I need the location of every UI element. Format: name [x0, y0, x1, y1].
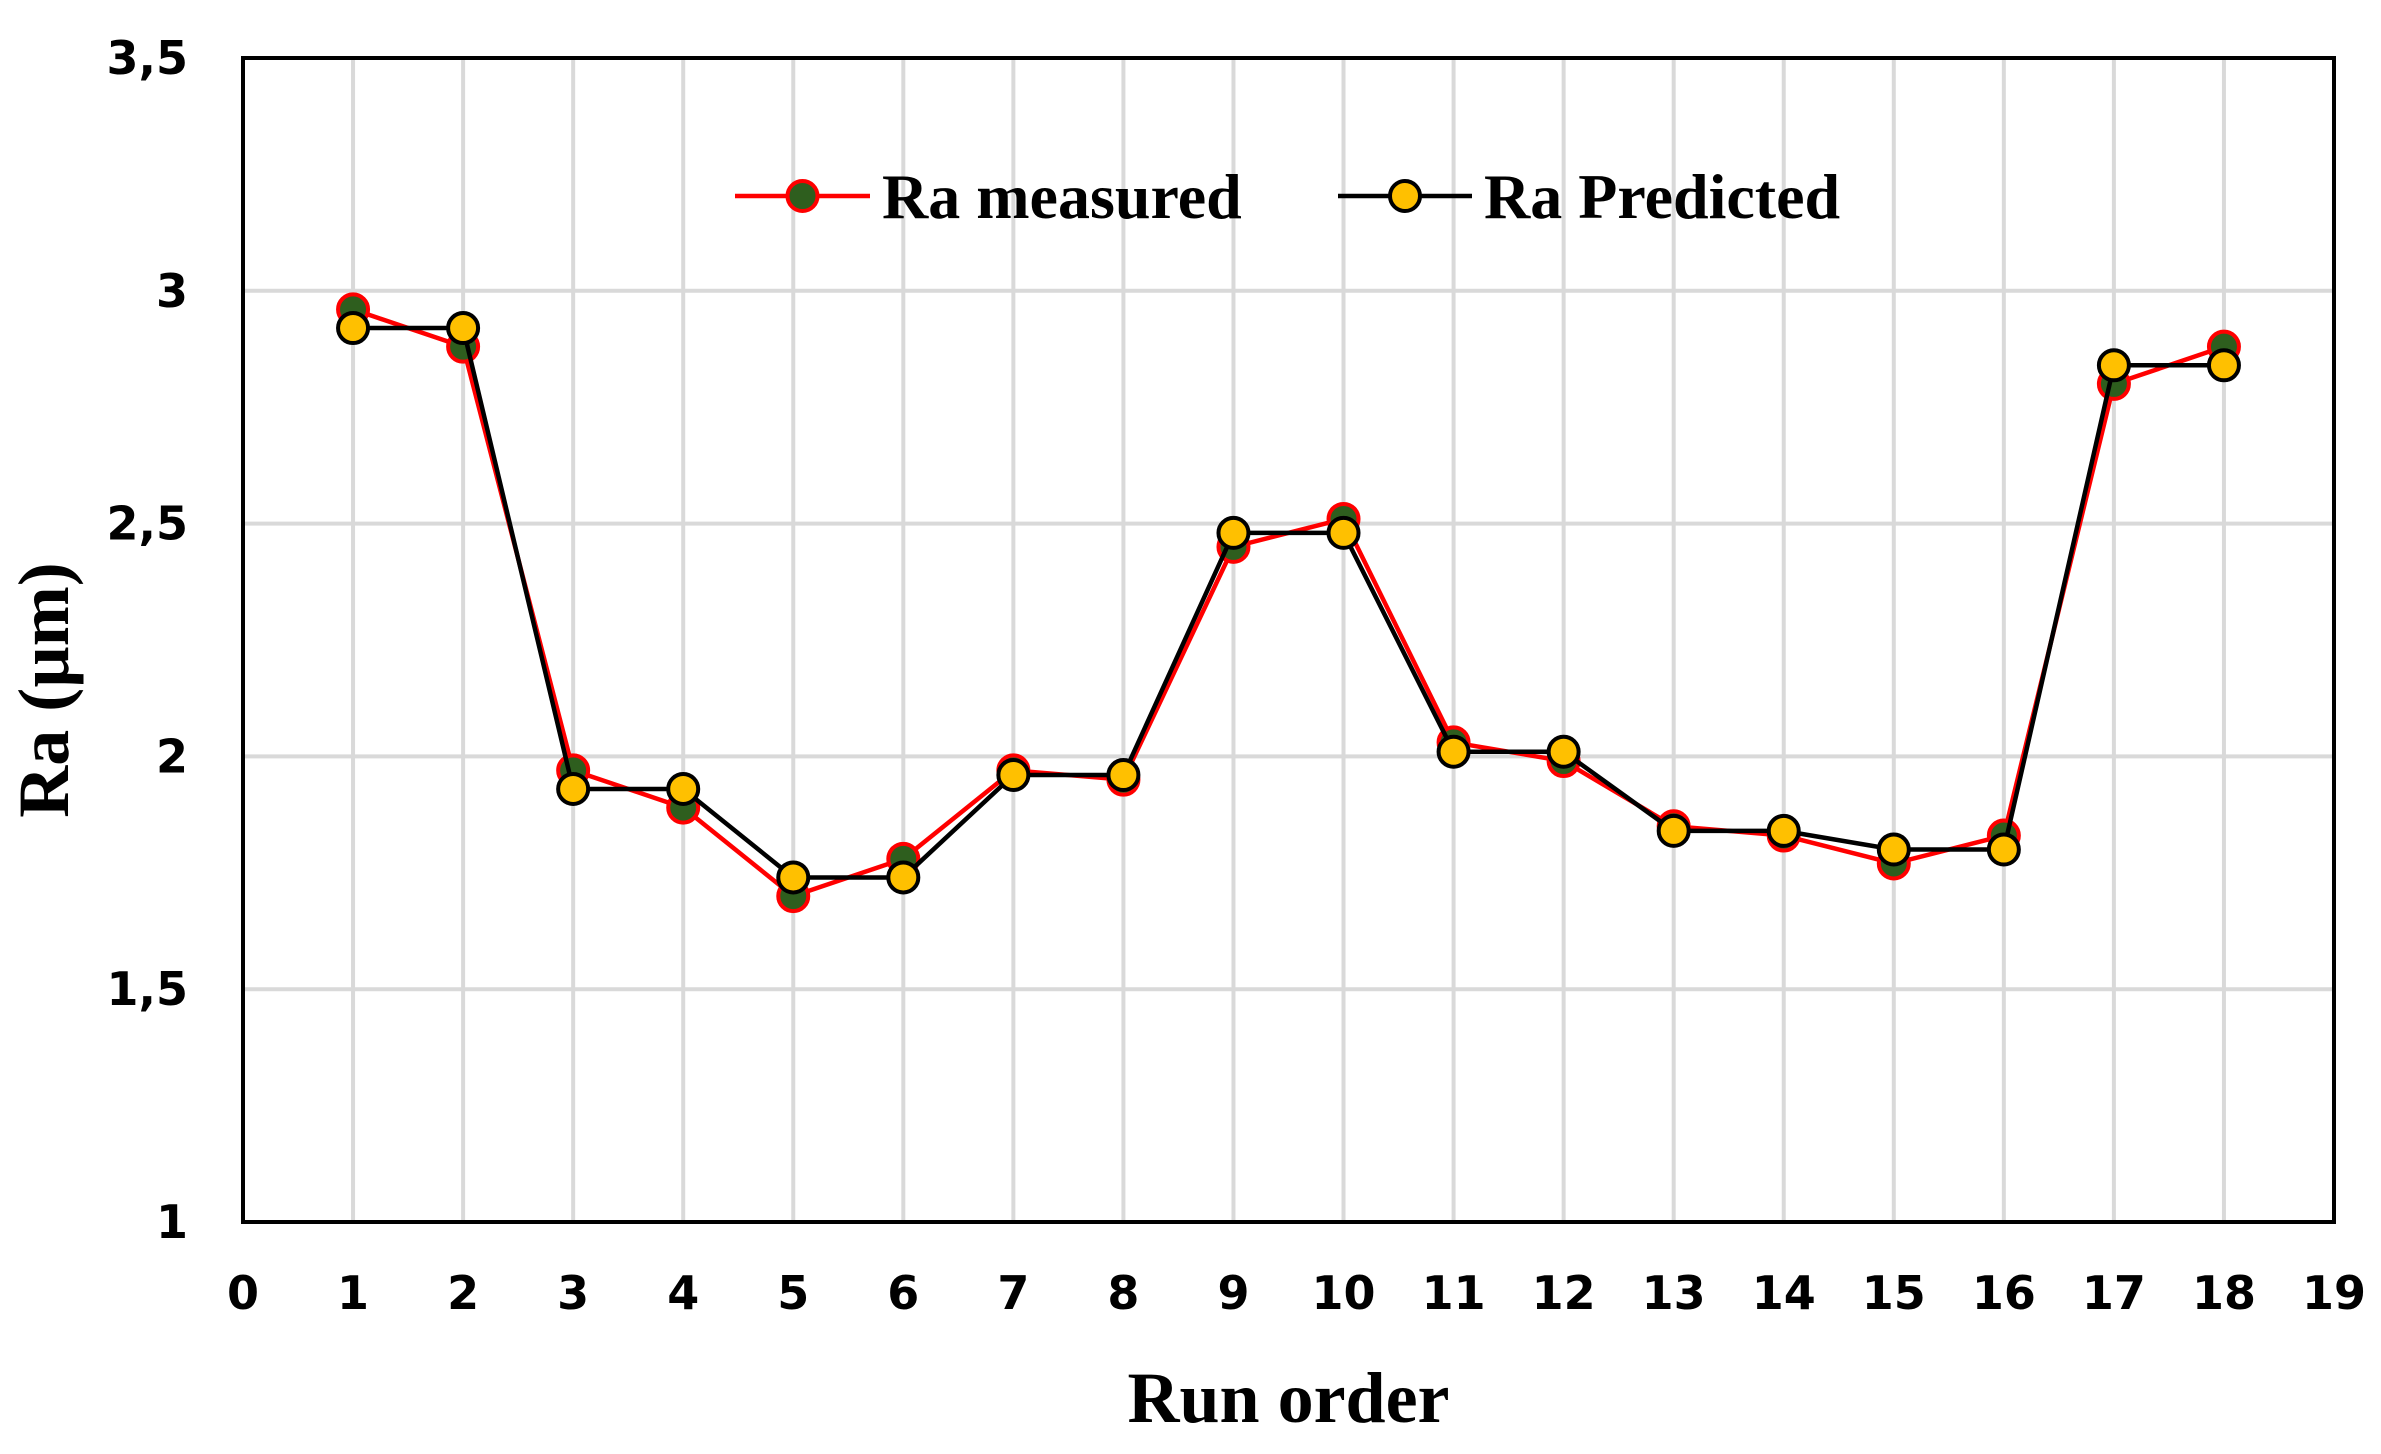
x-tick-label: 14 — [1752, 1266, 1816, 1320]
data-point — [886, 860, 921, 895]
data-point — [996, 758, 1031, 793]
data-point — [1326, 515, 1361, 550]
x-tick-label: 2 — [447, 1266, 479, 1320]
legend-label: Ra Predicted — [1484, 161, 1840, 232]
x-tick-label: 18 — [2192, 1266, 2256, 1320]
data-point — [1436, 734, 1471, 769]
legend-label: Ra measured — [882, 161, 1242, 232]
data-point — [446, 311, 481, 346]
series-layer — [336, 292, 2241, 914]
data-point — [1656, 813, 1691, 848]
data-point — [776, 860, 811, 895]
gridlines — [243, 58, 2334, 1222]
x-tick-label: 17 — [2082, 1266, 2146, 1320]
legend-marker — [1388, 179, 1422, 213]
data-point — [1106, 758, 1141, 793]
data-point — [1216, 515, 1251, 550]
data-point — [336, 311, 371, 346]
x-tick-label: 12 — [1532, 1266, 1596, 1320]
y-tick-label: 1,5 — [107, 962, 189, 1016]
series-line — [353, 325, 2224, 880]
x-tick-label: 7 — [997, 1266, 1029, 1320]
data-point — [1986, 832, 2021, 867]
x-tick-label: 19 — [2302, 1266, 2366, 1320]
data-point — [1766, 813, 1801, 848]
x-tick-label: 0 — [227, 1266, 259, 1320]
legend-entry-1: Ra measured — [735, 161, 1242, 232]
y-tick-label: 3,5 — [107, 31, 189, 85]
legend-marker — [785, 179, 820, 213]
data-point — [1546, 734, 1581, 769]
x-axis-title: Run order — [1128, 1358, 1450, 1438]
legend-entry-2: Ra Predicted — [1338, 161, 1840, 232]
data-point — [666, 771, 701, 806]
x-tick-label: 13 — [1642, 1266, 1706, 1320]
data-point — [2206, 348, 2241, 383]
y-tick-label: 1 — [156, 1195, 188, 1249]
x-tick-label: 9 — [1217, 1266, 1249, 1320]
y-tick-label: 2 — [156, 729, 188, 783]
x-tick-label: 1 — [337, 1266, 369, 1320]
y-axis-title: Ra (µm) — [4, 562, 84, 817]
x-tick-label: 8 — [1107, 1266, 1139, 1320]
x-tick-label: 16 — [1972, 1266, 2036, 1320]
data-point — [1876, 832, 1911, 867]
x-tick-label: 10 — [1312, 1266, 1376, 1320]
x-tick-labels: 0 1 2 3 4 5 6 7 8 9 10 11 12 13 14 15 16 17 18 19 — [227, 1266, 2366, 1320]
x-tick-label: 3 — [557, 1266, 589, 1320]
x-tick-label: 11 — [1422, 1266, 1486, 1320]
x-tick-label: 6 — [887, 1266, 919, 1320]
y-tick-label: 2,5 — [107, 497, 189, 551]
data-point — [2096, 348, 2131, 383]
series-2 — [336, 311, 2241, 895]
x-tick-label: 15 — [1862, 1266, 1926, 1320]
x-tick-label: 4 — [667, 1266, 699, 1320]
x-tick-label: 5 — [777, 1266, 809, 1320]
data-point — [556, 771, 591, 806]
y-tick-label: 3 — [156, 264, 188, 318]
y-tick-labels: 1 1,5 2 2,5 3 3,5 — [107, 31, 189, 1249]
plot-area-frame — [241, 56, 2336, 1224]
legend: Ra measured Ra Predicted — [735, 161, 1840, 232]
